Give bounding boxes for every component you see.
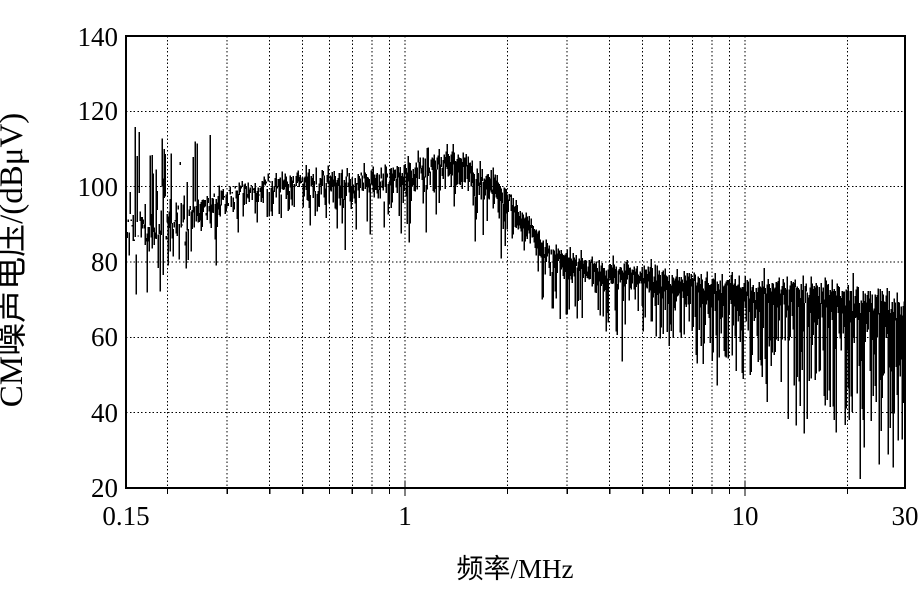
svg-text:0.15: 0.15 — [102, 501, 149, 531]
svg-text:140: 140 — [78, 22, 119, 52]
svg-text:40: 40 — [91, 398, 118, 428]
svg-text:CM噪声电压/(dBμV): CM噪声电压/(dBμV) — [0, 113, 30, 408]
svg-text:120: 120 — [78, 96, 119, 126]
svg-text:1: 1 — [398, 501, 412, 531]
svg-text:20: 20 — [91, 473, 118, 503]
svg-text:80: 80 — [91, 247, 118, 277]
svg-text:60: 60 — [91, 322, 118, 352]
svg-text:100: 100 — [78, 172, 119, 202]
svg-text:30: 30 — [892, 501, 919, 531]
svg-text:10: 10 — [732, 501, 759, 531]
svg-text:频率/MHz: 频率/MHz — [457, 554, 574, 584]
